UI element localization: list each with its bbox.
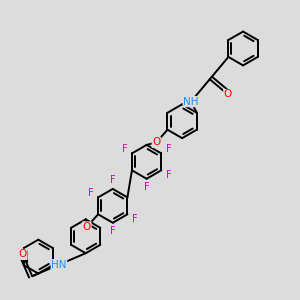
Text: O: O — [152, 137, 160, 147]
Text: F: F — [132, 214, 138, 224]
Text: F: F — [166, 144, 171, 154]
Text: F: F — [110, 226, 116, 236]
Text: F: F — [110, 176, 116, 185]
Text: O: O — [224, 89, 232, 100]
Text: F: F — [88, 188, 94, 198]
Text: F: F — [122, 144, 128, 154]
Text: NH: NH — [183, 97, 199, 106]
Text: F: F — [144, 182, 149, 192]
Text: O: O — [83, 222, 91, 232]
Text: F: F — [166, 169, 171, 179]
Text: HN: HN — [51, 260, 67, 270]
Text: O: O — [19, 249, 27, 260]
